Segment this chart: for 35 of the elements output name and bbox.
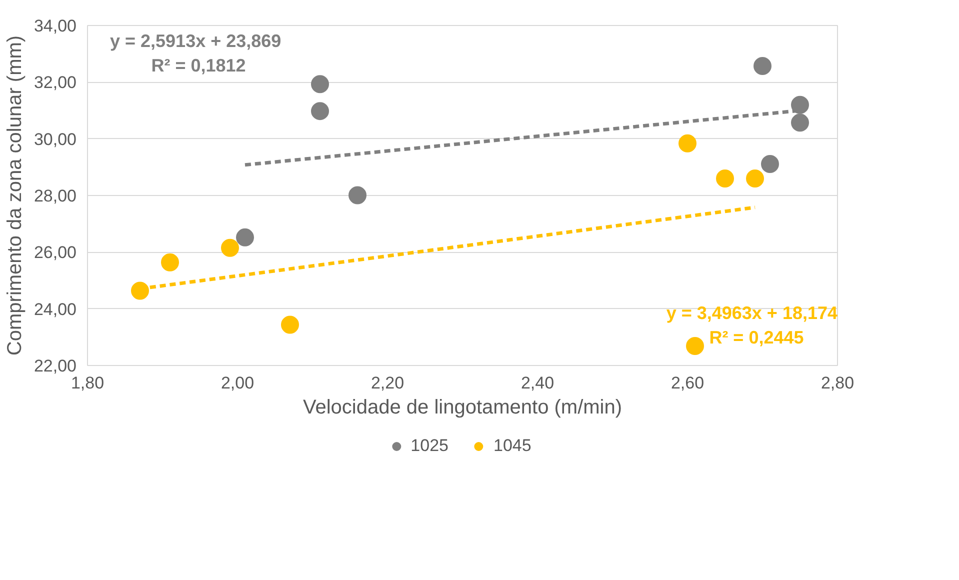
point	[716, 170, 734, 188]
point	[221, 238, 239, 257]
point	[161, 253, 179, 272]
legend-label: 1025	[410, 436, 448, 456]
point	[791, 114, 809, 132]
y-axis-title: Comprimento da zona colunar (mm)	[4, 35, 26, 356]
x-tick-label: 2,80	[820, 374, 854, 392]
point	[678, 134, 696, 152]
point	[791, 96, 809, 114]
annotation: y = 2,5913x + 23,869 R² = 0,1812	[110, 31, 282, 76]
y-tick-label: 28,00	[34, 186, 77, 206]
point	[348, 186, 366, 204]
legend-label: 1045	[494, 436, 532, 456]
x-axis-title: Velocidade de lingotamento (m/min)	[302, 396, 622, 418]
y-tick-label: 30,00	[34, 130, 77, 149]
point	[754, 57, 772, 75]
x-tick-label: 2,60	[670, 374, 704, 392]
y-tick-label: 34,00	[34, 16, 77, 36]
y-tick-label: 24,00	[34, 300, 77, 319]
x-tick-label: 2,20	[370, 374, 404, 392]
point	[131, 282, 149, 300]
point	[311, 75, 329, 94]
point	[746, 170, 764, 188]
x-tick-label: 2,00	[220, 374, 254, 392]
y-tick-label: 22,00	[34, 356, 77, 376]
point	[686, 336, 704, 355]
point	[236, 228, 254, 246]
y-tick-label: 26,00	[34, 243, 77, 262]
point	[281, 316, 299, 334]
point	[761, 155, 779, 174]
x-tick-label: 1,80	[70, 374, 104, 392]
annotation: y = 3,4963x + 18,174 R² = 0,2445	[666, 303, 838, 348]
x-tick-label: 2,40	[520, 374, 554, 392]
point	[311, 102, 329, 120]
y-tick-label: 32,00	[34, 73, 77, 92]
